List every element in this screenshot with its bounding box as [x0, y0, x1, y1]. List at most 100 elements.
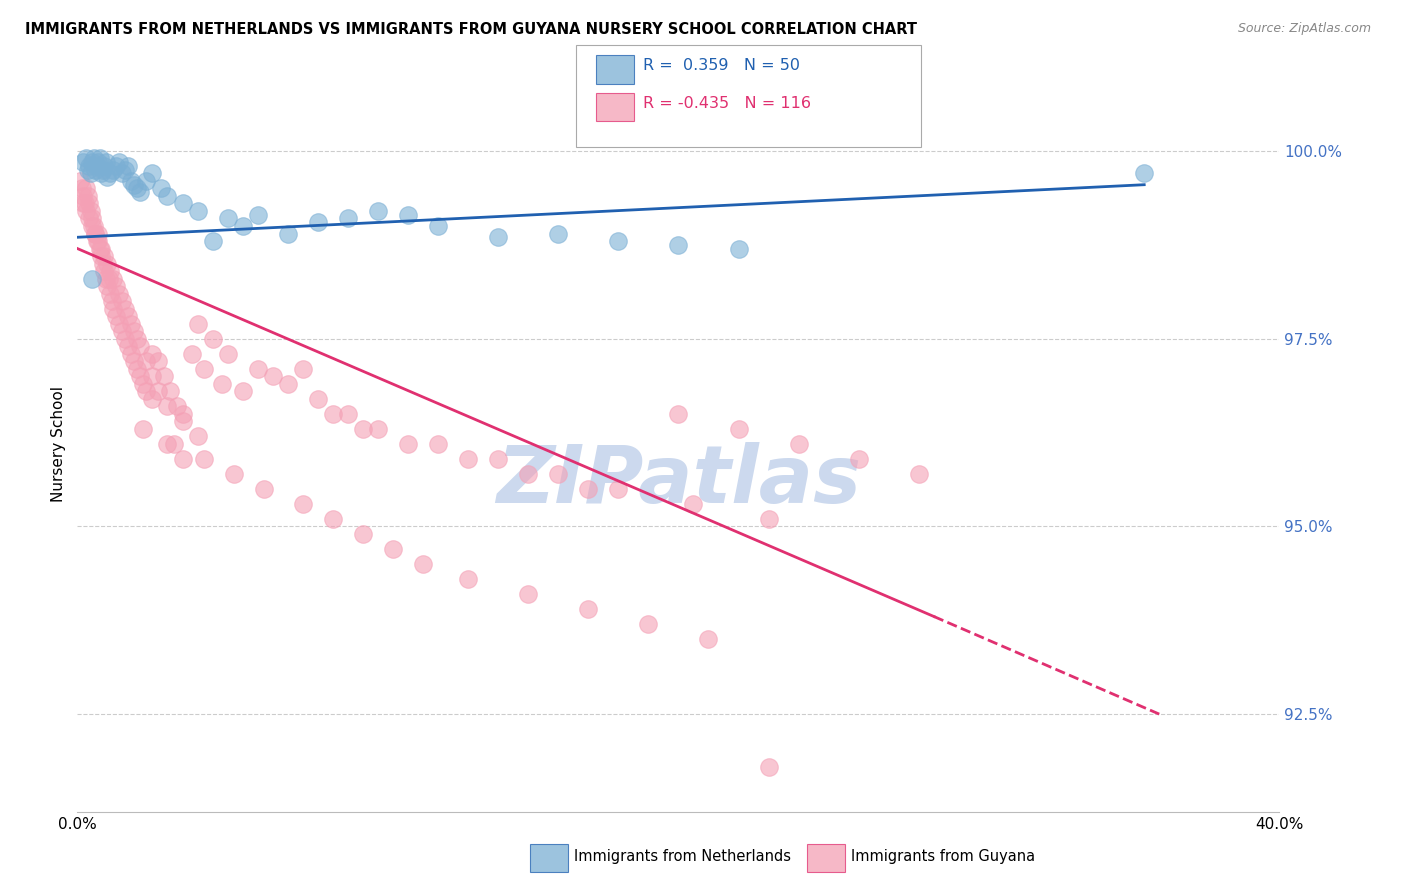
Immigrants from Guyana	[90, 249, 112, 263]
Immigrants from Guyana	[124, 324, 146, 338]
Immigrants from Guyana	[103, 271, 125, 285]
Text: R = -0.435   N = 116: R = -0.435 N = 116	[643, 96, 810, 112]
Immigrants from Guyana	[457, 572, 479, 586]
Immigrants from Guyana	[90, 242, 112, 256]
Immigrants from Guyana	[186, 317, 209, 331]
Immigrants from Netherlands	[94, 155, 117, 169]
Immigrants from Guyana	[246, 361, 269, 376]
Text: Source: ZipAtlas.com: Source: ZipAtlas.com	[1237, 22, 1371, 36]
Immigrants from Guyana	[159, 384, 181, 399]
Immigrants from Guyana	[141, 392, 163, 406]
Immigrants from Netherlands	[129, 185, 152, 199]
Immigrants from Netherlands	[103, 162, 125, 177]
Immigrants from Guyana	[352, 527, 374, 541]
Immigrants from Guyana	[217, 346, 239, 360]
Immigrants from Netherlands	[396, 208, 419, 222]
Immigrants from Guyana	[120, 346, 142, 360]
Immigrants from Netherlands	[156, 189, 179, 203]
Immigrants from Netherlands	[427, 219, 450, 233]
Immigrants from Guyana	[82, 219, 104, 233]
Immigrants from Guyana	[166, 399, 188, 413]
Immigrants from Guyana	[75, 204, 97, 219]
Immigrants from Netherlands	[100, 166, 122, 180]
Immigrants from Netherlands	[1133, 166, 1156, 180]
Immigrants from Guyana	[291, 361, 314, 376]
Immigrants from Guyana	[87, 227, 110, 241]
Immigrants from Guyana	[132, 376, 155, 391]
Immigrants from Netherlands	[124, 178, 146, 192]
Immigrants from Guyana	[787, 437, 810, 451]
Immigrants from Netherlands	[117, 159, 139, 173]
Immigrants from Netherlands	[150, 181, 173, 195]
Immigrants from Guyana	[111, 324, 134, 338]
Immigrants from Netherlands	[76, 162, 98, 177]
Immigrants from Guyana	[352, 422, 374, 436]
Immigrants from Guyana	[94, 271, 117, 285]
Immigrants from Guyana	[141, 346, 163, 360]
Immigrants from Netherlands	[90, 166, 112, 180]
Immigrants from Guyana	[412, 557, 434, 571]
Text: IMMIGRANTS FROM NETHERLANDS VS IMMIGRANTS FROM GUYANA NURSERY SCHOOL CORRELATION: IMMIGRANTS FROM NETHERLANDS VS IMMIGRANT…	[25, 22, 917, 37]
Immigrants from Guyana	[127, 332, 149, 346]
Immigrants from Guyana	[70, 181, 93, 195]
Immigrants from Guyana	[105, 309, 128, 323]
Immigrants from Guyana	[141, 369, 163, 384]
Immigrants from Guyana	[682, 497, 704, 511]
Immigrants from Guyana	[97, 271, 120, 285]
Immigrants from Guyana	[253, 482, 276, 496]
Immigrants from Guyana	[69, 174, 91, 188]
Immigrants from Netherlands	[201, 234, 224, 248]
Immigrants from Guyana	[486, 451, 509, 466]
Immigrants from Guyana	[148, 354, 170, 368]
Immigrants from Netherlands	[186, 204, 209, 219]
Immigrants from Guyana	[93, 249, 115, 263]
Immigrants from Guyana	[637, 617, 659, 632]
Immigrants from Netherlands	[336, 211, 359, 226]
Immigrants from Guyana	[80, 204, 103, 219]
Immigrants from Netherlands	[547, 227, 569, 241]
Immigrants from Guyana	[322, 407, 344, 421]
Immigrants from Netherlands	[89, 152, 111, 166]
Immigrants from Netherlands	[246, 208, 269, 222]
Immigrants from Guyana	[135, 384, 157, 399]
Immigrants from Guyana	[517, 587, 540, 601]
Immigrants from Guyana	[211, 376, 233, 391]
Immigrants from Guyana	[172, 451, 194, 466]
Immigrants from Guyana	[100, 264, 122, 278]
Immigrants from Guyana	[153, 369, 176, 384]
Immigrants from Guyana	[100, 286, 122, 301]
Text: Immigrants from Guyana: Immigrants from Guyana	[851, 849, 1035, 863]
Immigrants from Netherlands	[172, 196, 194, 211]
Immigrants from Guyana	[117, 339, 139, 353]
Immigrants from Guyana	[87, 234, 110, 248]
Immigrants from Netherlands	[91, 162, 114, 177]
Immigrants from Guyana	[91, 256, 114, 270]
Immigrants from Guyana	[114, 332, 136, 346]
Immigrants from Guyana	[108, 317, 131, 331]
Immigrants from Guyana	[758, 512, 780, 526]
Immigrants from Guyana	[72, 196, 94, 211]
Immigrants from Guyana	[758, 759, 780, 773]
Immigrants from Netherlands	[82, 271, 104, 285]
Immigrants from Guyana	[576, 482, 599, 496]
Immigrants from Guyana	[908, 467, 931, 481]
Immigrants from Guyana	[103, 301, 125, 316]
Immigrants from Guyana	[111, 294, 134, 309]
Immigrants from Guyana	[291, 497, 314, 511]
Immigrants from Guyana	[848, 451, 870, 466]
Immigrants from Guyana	[172, 407, 194, 421]
Immigrants from Netherlands	[141, 166, 163, 180]
Immigrants from Guyana	[83, 219, 105, 233]
Immigrants from Guyana	[105, 279, 128, 293]
Immigrants from Netherlands	[83, 152, 105, 166]
Immigrants from Guyana	[222, 467, 245, 481]
Immigrants from Netherlands	[86, 159, 108, 173]
Immigrants from Guyana	[89, 242, 111, 256]
Immigrants from Netherlands	[93, 159, 115, 173]
Immigrants from Netherlands	[668, 237, 690, 252]
Immigrants from Netherlands	[277, 227, 299, 241]
Immigrants from Guyana	[108, 286, 131, 301]
Immigrants from Guyana	[72, 189, 94, 203]
Immigrants from Netherlands	[486, 230, 509, 244]
Immigrants from Netherlands	[84, 162, 107, 177]
